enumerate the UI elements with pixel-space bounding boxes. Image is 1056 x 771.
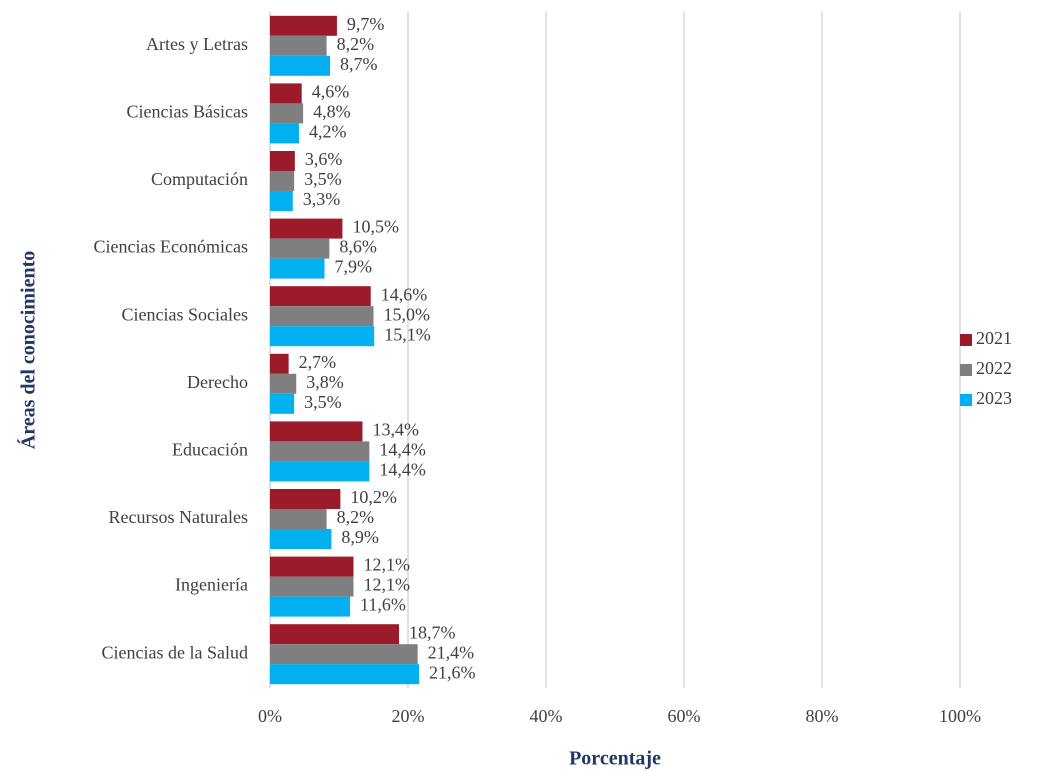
value-label: 10,2% bbox=[350, 487, 397, 507]
value-label: 14,4% bbox=[379, 460, 426, 480]
bar bbox=[270, 624, 400, 645]
value-label: 3,8% bbox=[306, 372, 344, 392]
bar bbox=[270, 123, 299, 144]
y-tick-label: Recursos Naturales bbox=[109, 507, 248, 527]
y-tick-label: Derecho bbox=[187, 372, 248, 392]
bar bbox=[270, 393, 295, 414]
legend-swatch bbox=[960, 334, 972, 346]
value-label: 15,0% bbox=[384, 304, 431, 324]
legend-label: 2023 bbox=[976, 388, 1012, 408]
x-tick-label: 100% bbox=[939, 706, 981, 726]
value-label: 4,6% bbox=[312, 82, 350, 102]
bar bbox=[270, 191, 293, 211]
value-label: 8,7% bbox=[340, 54, 378, 74]
value-label: 3,3% bbox=[303, 189, 341, 209]
bar bbox=[270, 103, 304, 124]
y-tick-label: Computación bbox=[151, 169, 248, 189]
bar bbox=[270, 286, 371, 307]
bar bbox=[270, 171, 295, 191]
value-label: 12,1% bbox=[363, 575, 410, 595]
value-label: 4,8% bbox=[313, 102, 351, 122]
x-tick-label: 40% bbox=[530, 706, 563, 726]
legend-swatch bbox=[960, 364, 972, 376]
bar bbox=[270, 15, 337, 36]
bar bbox=[270, 151, 295, 171]
bar bbox=[270, 644, 418, 665]
y-tick-label: Ingeniería bbox=[175, 575, 248, 595]
x-tick-label: 0% bbox=[258, 706, 282, 726]
value-label: 3,5% bbox=[304, 169, 342, 189]
bar bbox=[270, 353, 289, 374]
bar bbox=[270, 258, 325, 279]
y-axis-title: Áreas del conocimiento bbox=[17, 251, 40, 450]
value-label: 14,4% bbox=[379, 440, 426, 460]
bar bbox=[270, 509, 327, 529]
legend-label: 2022 bbox=[976, 358, 1012, 378]
bar bbox=[270, 35, 327, 56]
value-label: 3,5% bbox=[304, 392, 342, 412]
y-tick-label: Ciencias Básicas bbox=[127, 102, 248, 122]
value-label: 15,1% bbox=[384, 324, 431, 344]
bar bbox=[270, 556, 354, 577]
bar bbox=[270, 421, 363, 442]
bar bbox=[270, 306, 374, 327]
bar bbox=[270, 489, 341, 509]
bar bbox=[270, 326, 375, 347]
legend-label: 2021 bbox=[976, 328, 1012, 348]
value-label: 2,7% bbox=[299, 352, 337, 372]
value-label: 8,2% bbox=[337, 507, 375, 527]
value-label: 3,6% bbox=[305, 149, 343, 169]
y-tick-label: Artes y Letras bbox=[146, 34, 248, 54]
bar bbox=[270, 441, 370, 462]
value-label: 10,5% bbox=[352, 217, 399, 237]
y-tick-label: Ciencias Sociales bbox=[122, 304, 248, 324]
bar bbox=[270, 576, 354, 597]
value-label: 21,4% bbox=[428, 642, 475, 662]
value-label: 8,6% bbox=[339, 237, 377, 257]
legend-swatch bbox=[960, 394, 972, 406]
value-label: 12,1% bbox=[363, 555, 410, 575]
value-label: 11,6% bbox=[360, 595, 406, 615]
bar bbox=[270, 55, 331, 76]
value-label: 9,7% bbox=[347, 14, 385, 34]
value-label: 7,9% bbox=[335, 257, 373, 277]
y-tick-label: Ciencias Económicas bbox=[94, 237, 248, 257]
bar bbox=[270, 596, 351, 617]
bar bbox=[270, 373, 297, 394]
bar bbox=[270, 461, 370, 482]
bar bbox=[270, 238, 330, 259]
y-tick-label: Educación bbox=[172, 440, 248, 460]
bar bbox=[270, 529, 332, 549]
value-label: 21,6% bbox=[429, 662, 476, 682]
x-tick-label: 80% bbox=[806, 706, 839, 726]
bar bbox=[270, 218, 343, 239]
value-label: 18,7% bbox=[409, 622, 456, 642]
value-label: 13,4% bbox=[372, 420, 419, 440]
bar bbox=[270, 664, 420, 685]
value-label: 4,2% bbox=[309, 122, 347, 142]
value-label: 14,6% bbox=[381, 284, 428, 304]
x-axis-title: Porcentaje bbox=[569, 748, 661, 770]
bar bbox=[270, 83, 302, 104]
x-tick-label: 20% bbox=[392, 706, 425, 726]
value-label: 8,2% bbox=[337, 34, 375, 54]
x-tick-label: 60% bbox=[668, 706, 701, 726]
y-tick-label: Ciencias de la Salud bbox=[102, 642, 248, 662]
value-label: 8,9% bbox=[341, 527, 379, 547]
